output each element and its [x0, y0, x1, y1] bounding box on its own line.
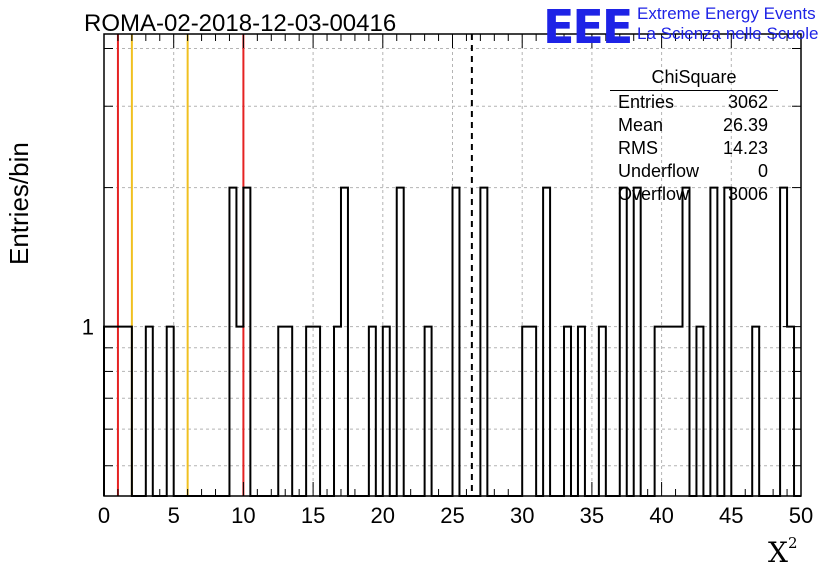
- histogram-bin: [306, 327, 313, 496]
- histogram-bin: [787, 327, 794, 496]
- histogram-bin: [111, 327, 118, 496]
- histogram-bin: [655, 327, 662, 496]
- histogram-bin: [683, 188, 690, 496]
- x-tick-label: 25: [440, 503, 464, 528]
- logo-tagline-2: La Scienza nelle Scuole: [637, 24, 819, 43]
- stats-label: Underflow: [618, 161, 700, 181]
- stats-value: 3006: [727, 184, 768, 204]
- histogram-bin: [676, 327, 683, 496]
- histogram-bin: [669, 327, 676, 496]
- histogram-bin: [167, 327, 174, 496]
- histogram-bin: [236, 327, 243, 496]
- histogram-bin: [397, 188, 404, 496]
- logo-tagline-1: Extreme Energy Events: [637, 4, 816, 23]
- x-tick-label: 0: [98, 503, 110, 528]
- stats-label: RMS: [618, 138, 658, 158]
- histogram-bin: [710, 188, 717, 496]
- histogram-bin: [104, 327, 111, 496]
- stats-label: Mean: [618, 115, 664, 135]
- histogram-bin: [620, 188, 627, 496]
- x-tick-label: 10: [231, 503, 255, 528]
- x-tick-label: 20: [371, 503, 395, 528]
- x-tick-label: 45: [719, 503, 743, 528]
- stats-row-overflow: Overflow 3006: [610, 183, 778, 206]
- stats-row-underflow: Underflow 0: [610, 160, 778, 183]
- stats-value: 14.23: [722, 138, 768, 158]
- histogram-bin: [278, 327, 285, 496]
- histogram-bin: [243, 188, 250, 496]
- histogram-bin: [752, 327, 759, 496]
- stats-row-rms: RMS 14.23: [610, 137, 778, 160]
- x-tick-label: 30: [510, 503, 534, 528]
- histogram-bin: [696, 327, 703, 496]
- stats-row-mean: Mean 26.39: [610, 114, 778, 137]
- histogram-bin: [125, 327, 132, 496]
- y-axis-label: Entries/bin: [4, 142, 34, 265]
- x-tick-label: 50: [789, 503, 813, 528]
- chart-title: ROMA-02-2018-12-03-00416: [84, 10, 397, 37]
- histogram-bin: [522, 327, 529, 496]
- histogram-bin: [369, 327, 376, 496]
- histogram-bin: [285, 327, 292, 496]
- histogram-bin: [341, 188, 348, 496]
- x-axis-label-superscript: 2: [787, 534, 798, 552]
- histogram-bin: [229, 188, 236, 496]
- stats-box: ChiSquare Entries 3062 Mean 26.39 RMS 14…: [610, 64, 778, 206]
- histogram-bin: [334, 327, 341, 496]
- histogram-bin: [146, 327, 153, 496]
- x-tick-label: 40: [649, 503, 673, 528]
- stats-row-entries: Entries 3062: [610, 91, 778, 114]
- histogram-bin: [543, 188, 550, 496]
- stats-label: Entries: [618, 92, 675, 112]
- histogram-bin: [564, 327, 571, 496]
- histogram-bin: [599, 327, 606, 496]
- histogram-bin: [529, 327, 536, 496]
- stats-value: 0: [757, 161, 768, 181]
- histogram-bin: [780, 188, 787, 496]
- x-axis-label: X2: [768, 534, 798, 569]
- histogram-bin: [425, 327, 432, 496]
- x-tick-label: 35: [580, 503, 604, 528]
- histogram-bin: [453, 188, 460, 496]
- x-tick-label: 15: [301, 503, 325, 528]
- histogram-bin: [383, 327, 390, 496]
- histogram-bin: [662, 327, 669, 496]
- histogram-bin: [313, 327, 320, 496]
- histogram-bin: [578, 327, 585, 496]
- x-axis-label-symbol: X: [768, 536, 788, 569]
- stats-value: 3062: [727, 92, 768, 112]
- stats-value: 26.39: [722, 115, 768, 135]
- histogram-bin: [634, 188, 641, 496]
- y-tick-label: 1: [82, 315, 94, 340]
- stats-box-title: ChiSquare: [610, 64, 778, 91]
- histogram-bin: [724, 188, 731, 496]
- histogram-bin: [480, 188, 487, 496]
- stats-label: Overflow: [618, 184, 690, 204]
- eee-logo: EEE: [543, 0, 633, 54]
- histogram-bin: [118, 327, 125, 496]
- x-tick-label: 5: [168, 503, 180, 528]
